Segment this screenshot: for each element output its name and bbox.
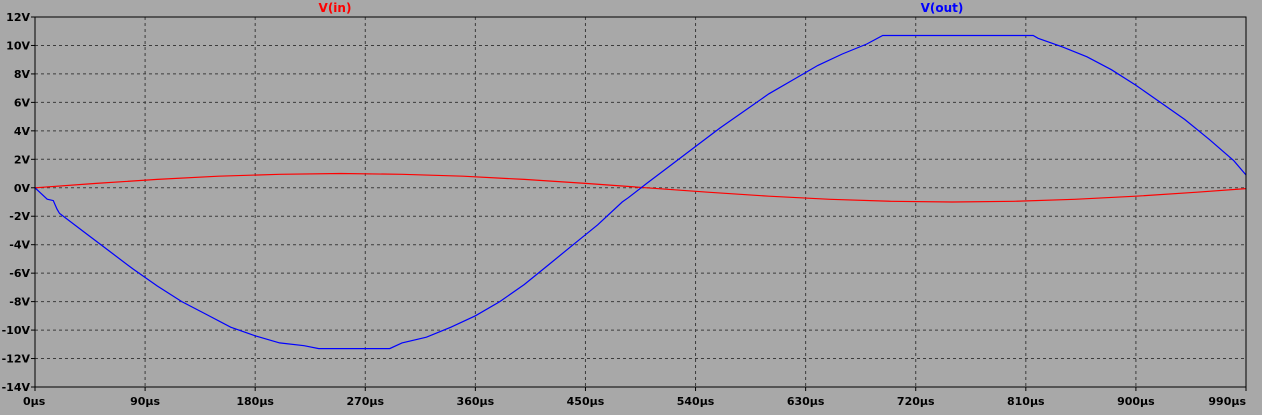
y-tick-label: 2V xyxy=(14,153,31,166)
y-tick-label: -6V xyxy=(9,267,30,280)
series-line-v-out xyxy=(34,34,1247,350)
y-tick-label: -2V xyxy=(9,210,30,223)
y-tick-label: 8V xyxy=(14,68,31,81)
y-tick-label: 0V xyxy=(14,182,31,195)
legend-entry: V(out) xyxy=(921,1,964,15)
y-tick-label: 12V xyxy=(6,11,30,24)
x-tick-label: 360µs xyxy=(457,395,495,408)
y-tick-label: -8V xyxy=(9,296,30,309)
plot-frame xyxy=(34,16,1247,388)
y-tick-label: -12V xyxy=(2,353,31,366)
legend: V(in) V(out) xyxy=(319,1,964,15)
x-tick-label: 90µs xyxy=(130,395,160,408)
x-tick-label: 630µs xyxy=(787,395,825,408)
y-tick-label: -14V xyxy=(2,381,31,394)
x-tick-label: 540µs xyxy=(677,395,715,408)
axis-ticks: 0µs 90µs 180µs 270µs 360µs 450µs 540µs 630µs 720… xyxy=(2,11,1247,408)
x-tick-label: 990µs xyxy=(1208,395,1246,408)
y-tick-label: 4V xyxy=(14,125,31,138)
x-tick-label: 810µs xyxy=(1007,395,1045,408)
x-tick-label: 720µs xyxy=(897,395,935,408)
y-tick-label: -4V xyxy=(9,239,30,252)
x-tick-label: 0µs xyxy=(23,395,46,408)
y-tick-label: -10V xyxy=(2,324,31,337)
x-tick-label: 180µs xyxy=(236,395,274,408)
series-line-v-in xyxy=(34,172,1247,203)
legend-entry: V(in) xyxy=(319,1,352,15)
series-traces xyxy=(34,34,1247,350)
y-tick-label: 6V xyxy=(14,96,31,109)
grid-lines xyxy=(35,17,1246,387)
x-tick-label: 450µs xyxy=(567,395,605,408)
y-tick-label: 10V xyxy=(6,39,30,52)
x-tick-label: 270µs xyxy=(346,395,384,408)
x-tick-label: 900µs xyxy=(1117,395,1155,408)
